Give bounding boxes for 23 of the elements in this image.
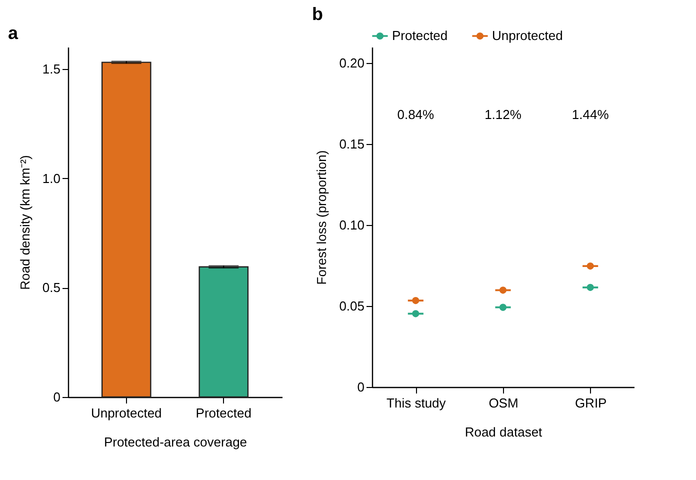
x-tick-label: GRIP xyxy=(574,396,607,410)
legend-label: Protected xyxy=(392,28,448,43)
y-tick-label: 0.05 xyxy=(339,298,364,314)
x-axis-title: Road dataset xyxy=(464,424,543,440)
y-tick-label: 0.20 xyxy=(339,56,364,71)
y-axis-title: Forest loss (proportion) xyxy=(314,150,330,285)
y-tick-label: 0.15 xyxy=(339,136,364,152)
chart-title: a xyxy=(8,23,19,43)
legend-label: Unprotected xyxy=(492,28,563,43)
x-tick-label: OSM xyxy=(488,396,518,410)
y-tick-label: 0 xyxy=(357,380,364,394)
y-tick-label: 1.0 xyxy=(42,170,60,186)
x-axis-title: Protected-area coverage xyxy=(104,434,248,450)
y-tick-label: 0 xyxy=(53,390,60,404)
y-tick-label: 1.5 xyxy=(42,61,60,76)
annotation: 1.44% xyxy=(572,107,610,122)
annotation: 1.12% xyxy=(484,107,522,122)
annotation: 0.84% xyxy=(397,107,435,122)
y-axis-title: Road density (km km⁻²) xyxy=(17,155,32,290)
y-tick-label: 0.10 xyxy=(339,218,364,233)
x-tick-label: This study xyxy=(386,396,446,410)
y-tick-label: 0.5 xyxy=(42,280,60,296)
chart-title: b xyxy=(312,4,323,24)
